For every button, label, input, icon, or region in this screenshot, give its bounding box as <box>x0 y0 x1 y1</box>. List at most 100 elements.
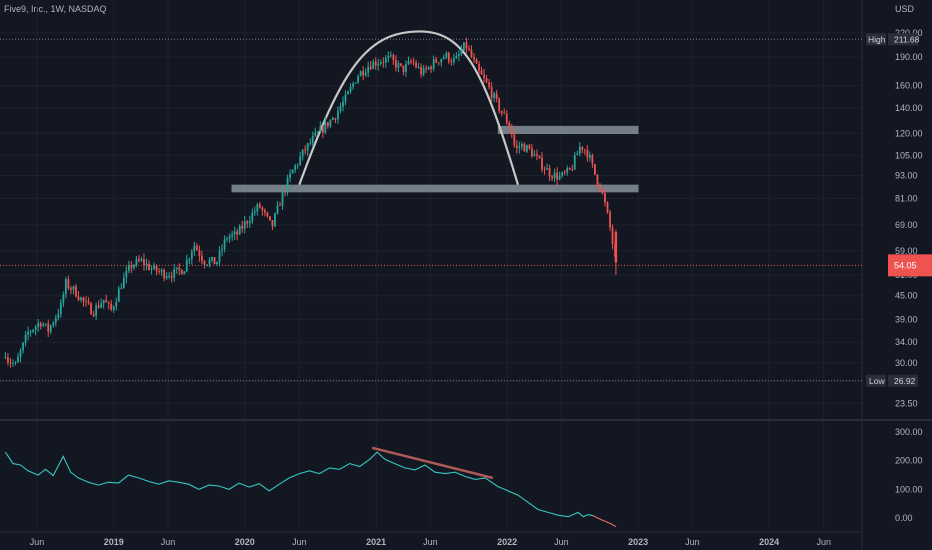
candle <box>67 275 70 291</box>
candle <box>304 145 307 155</box>
candle <box>54 314 57 327</box>
candle-body <box>334 118 337 120</box>
candle-body <box>158 271 160 272</box>
candle <box>261 206 264 216</box>
candle <box>500 110 503 117</box>
candle-body <box>170 276 173 278</box>
candle <box>319 121 322 132</box>
candle <box>576 150 579 156</box>
candle <box>311 131 314 148</box>
candle-body <box>231 234 234 237</box>
candle <box>359 70 362 77</box>
price-tick-label: 93.00 <box>895 170 918 180</box>
candle <box>284 189 286 197</box>
candle-body <box>160 270 163 272</box>
oscillator-tick-label: 200.00 <box>895 456 923 466</box>
candle <box>163 268 166 282</box>
candle-body <box>387 56 390 58</box>
candle <box>82 296 85 307</box>
candle-body <box>243 221 246 229</box>
candle-body <box>500 110 503 114</box>
candle <box>470 45 473 59</box>
candle-body <box>450 61 453 63</box>
candle-body <box>470 49 473 58</box>
candle-body <box>397 63 400 68</box>
candle-body <box>347 91 349 95</box>
candle <box>588 151 591 162</box>
candle-body <box>241 225 244 229</box>
candle <box>389 51 392 58</box>
candle-body <box>306 143 309 151</box>
candle-body <box>289 173 291 178</box>
candle-body <box>606 202 609 213</box>
candle-body <box>478 63 480 71</box>
candle <box>276 201 279 215</box>
candle <box>301 149 304 161</box>
candle <box>410 58 412 65</box>
candle-body <box>153 265 155 269</box>
candle <box>515 140 518 154</box>
candle-body <box>410 61 412 63</box>
candle-body <box>110 303 113 310</box>
grid-lines <box>0 0 862 531</box>
candle <box>132 263 135 271</box>
candle <box>188 257 191 265</box>
candle-body <box>447 52 450 62</box>
candle <box>321 125 324 139</box>
candle <box>407 56 410 66</box>
candle-body <box>354 82 357 84</box>
candle-body <box>316 131 319 133</box>
candle-body <box>568 167 571 170</box>
candle <box>110 299 113 312</box>
candle-body <box>301 149 304 157</box>
candle <box>362 66 365 81</box>
candle-body <box>22 342 24 351</box>
candle-body <box>367 66 370 73</box>
candle <box>269 216 271 221</box>
candle-body <box>485 78 488 83</box>
candle-body <box>337 111 339 120</box>
candle <box>226 236 229 243</box>
candle <box>402 65 405 76</box>
time-tick-label: 2024 <box>759 537 779 547</box>
candle <box>379 59 382 66</box>
candle-body <box>468 48 470 50</box>
candle-body <box>430 67 433 70</box>
candle-body <box>221 249 223 251</box>
candle-body <box>475 59 478 64</box>
candle-body <box>87 301 90 304</box>
candle <box>213 257 216 265</box>
candle <box>533 150 536 157</box>
candle-body <box>115 301 118 307</box>
candle <box>221 244 223 257</box>
candle-body <box>59 302 62 315</box>
candle <box>556 167 559 186</box>
candle-body <box>319 126 322 132</box>
candle-body <box>125 270 128 278</box>
candle <box>339 102 342 114</box>
candle-body <box>190 251 193 259</box>
candle-body <box>473 57 475 60</box>
candle-body <box>326 121 329 127</box>
support-zone <box>231 184 639 193</box>
candle-body <box>493 93 496 98</box>
candle-body <box>286 177 289 193</box>
candle <box>337 106 339 124</box>
candle <box>531 144 533 158</box>
candle-body <box>495 93 498 99</box>
candle <box>354 82 357 85</box>
candle-body <box>72 286 75 290</box>
candle-body <box>505 113 508 123</box>
candle-body <box>263 210 266 213</box>
candle <box>241 220 244 233</box>
oscillator-tick-label: 300.00 <box>895 427 923 437</box>
candle-body <box>541 157 543 170</box>
candle <box>59 299 62 318</box>
candle <box>372 59 375 70</box>
candle-body <box>173 269 176 278</box>
candle <box>384 55 387 68</box>
candle-body <box>271 220 274 227</box>
candle <box>80 296 82 303</box>
oscillator-tick-label: 0.00 <box>895 513 913 523</box>
